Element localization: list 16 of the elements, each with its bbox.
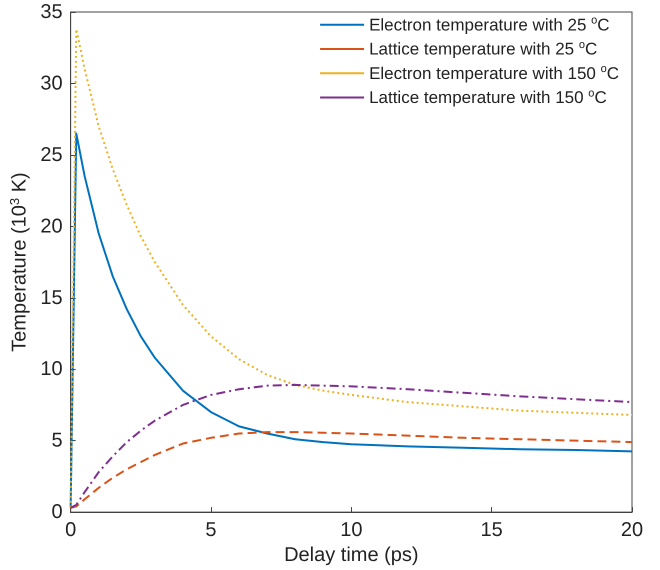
y-tick-label: 15 <box>40 286 63 309</box>
x-tick-label: 20 <box>620 519 644 542</box>
x-tick-label: 5 <box>205 519 217 542</box>
x-axis-title: Delay time (ps) <box>284 544 419 566</box>
x-tick-label: 10 <box>340 519 362 542</box>
line-series <box>70 132 633 509</box>
y-tick-label: 10 <box>40 358 63 380</box>
y-tick-label: 20 <box>40 215 63 238</box>
y-tick-label: 30 <box>40 72 63 94</box>
x-tick-label: 15 <box>480 519 503 542</box>
y-tick-label: 25 <box>40 144 63 166</box>
y-tick-label: 0 <box>52 501 63 524</box>
y-axis-title: Temperature (103 K) <box>7 172 30 352</box>
y-tick-label: 5 <box>52 430 63 452</box>
y-tick-label: 35 <box>40 1 63 23</box>
line-series <box>70 431 633 509</box>
